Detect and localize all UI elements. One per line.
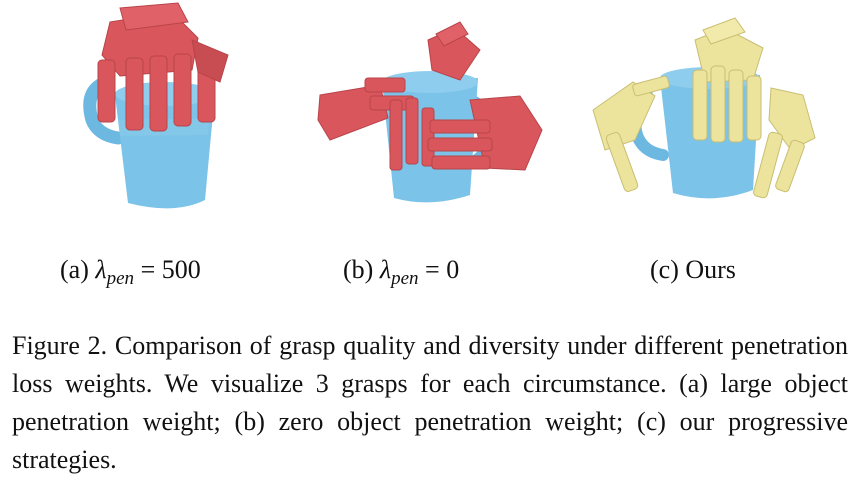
equals-sign: =: [425, 255, 440, 284]
subcaption-label: (b): [343, 255, 373, 284]
weight-value: 500: [162, 255, 201, 284]
weight-value: 0: [446, 255, 459, 284]
subcaption-label: (c): [650, 255, 679, 284]
grasp-render-b: [310, 0, 550, 230]
grasp-render-c: [585, 0, 835, 230]
lambda-symbol: λ: [380, 255, 391, 284]
panel-b: [310, 0, 550, 230]
subcaption-a: (a) λpen = 500: [60, 255, 201, 290]
lambda-symbol: λ: [95, 255, 106, 284]
lambda-subscript: pen: [107, 268, 134, 289]
subcaption-c: (c) Ours: [650, 255, 736, 285]
subcaption-label: (a): [60, 255, 89, 284]
panel-a: [80, 0, 250, 230]
figure-caption: Figure 2. Comparison of grasp quality an…: [12, 327, 848, 479]
panel-c: [585, 0, 835, 230]
grasp-render-a: [80, 0, 250, 230]
lambda-subscript: pen: [391, 268, 418, 289]
subcaption-b: (b) λpen = 0: [343, 255, 459, 290]
equals-sign: =: [141, 255, 156, 284]
subcaption-text: Ours: [685, 255, 736, 284]
